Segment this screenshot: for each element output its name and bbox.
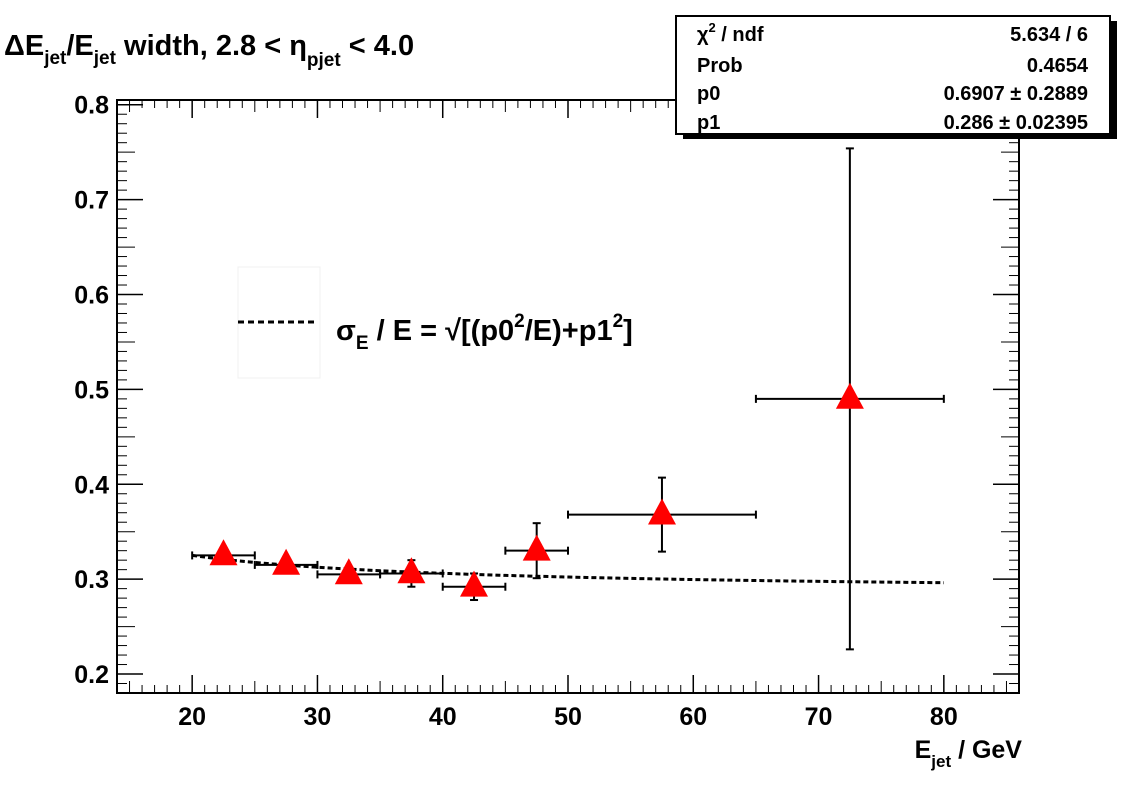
title-pre: ΔE <box>4 30 44 62</box>
x-tick-label: 50 <box>554 703 582 731</box>
stats-label-main: p1 <box>697 112 720 134</box>
title-sub1: jet <box>43 48 67 69</box>
title-tail: < 4.0 <box>341 30 414 62</box>
legend-part1: / E = √[(p0 <box>369 315 515 347</box>
legend-sigma-sub: E <box>356 333 369 354</box>
title-sub2: jet <box>93 48 117 69</box>
y-tick-label: 0.6 <box>74 282 109 310</box>
stats-label-main: p0 <box>697 83 720 105</box>
stats-box-frame <box>675 15 1111 135</box>
stats-row-label: p0 <box>697 83 720 105</box>
stats-label-main: χ <box>697 24 709 46</box>
legend-sigma: σ <box>336 315 356 347</box>
legend-sup2: 2 <box>613 311 624 332</box>
data-point-triangle <box>522 534 551 561</box>
chart-title: ΔEjet/Ejet width, 2.8 < ηpjet < 4.0 <box>4 30 414 71</box>
y-tick-label: 0.4 <box>74 471 109 499</box>
stats-row-value: 0.286 ± 0.02395 <box>944 112 1088 134</box>
fit-curve <box>191 553 944 585</box>
x-tick-label: 20 <box>178 703 206 731</box>
xlabel-rest: / GeV <box>951 736 1022 764</box>
title-mid: /E <box>66 30 93 62</box>
stats-rows: χ2 / ndf 5.634 / 6 Prob 0.4654 p0 0.6907 ± 0.… <box>697 20 1089 134</box>
stats-label-main: Prob <box>697 55 743 77</box>
stats-box: χ2 / ndf 5.634 / 6 Prob 0.4654 p0 0.6907 ± 0.… <box>675 15 1117 139</box>
stats-row-label: p1 <box>697 112 720 134</box>
y-tick-label: 0.7 <box>74 187 109 215</box>
data-point-triangle <box>397 557 426 584</box>
x-tick-label: 60 <box>679 703 707 731</box>
data-point-triangle <box>835 382 864 409</box>
xlabel-main: E <box>915 736 932 764</box>
stats-row-value: 5.634 / 6 <box>1010 24 1088 46</box>
legend: σE / E = √[(p02/E)+p12] <box>237 266 633 379</box>
data-series <box>191 147 945 651</box>
stats-label-sup: 2 <box>709 20 716 35</box>
xlabel-sub: jet <box>930 752 951 771</box>
stats-row-value: 0.4654 <box>1027 55 1089 77</box>
x-tick-label: 40 <box>429 703 457 731</box>
data-point-triangle <box>334 558 363 585</box>
x-axis-label: Ejet / GeV <box>915 736 1023 771</box>
data-point-triangle <box>272 548 301 575</box>
stats-row-label: Prob <box>697 55 743 77</box>
y-tick-label: 0.3 <box>74 566 109 594</box>
plot-frame <box>116 99 1020 694</box>
title-post: width, 2.8 < η <box>116 30 307 62</box>
y-tick-label: 0.8 <box>74 92 109 120</box>
data-point-triangle <box>648 498 676 525</box>
y-tick-label: 0.2 <box>74 661 109 689</box>
x-tick-label: 30 <box>304 703 332 731</box>
stats-row-label: χ2 / ndf <box>697 20 764 46</box>
legend-part3: ] <box>623 315 633 347</box>
stats-row-value: 0.6907 ± 0.2889 <box>944 83 1088 105</box>
legend-sup1: 2 <box>514 311 525 332</box>
x-tick-label: 80 <box>930 703 958 731</box>
x-tick-label: 70 <box>805 703 833 731</box>
data-point-triangle <box>209 539 238 566</box>
stats-label-rest: / ndf <box>716 24 764 46</box>
data-point-triangle <box>460 570 488 597</box>
y-tick-label: 0.5 <box>74 376 109 404</box>
title-sub3: pjet <box>307 50 341 71</box>
legend-part2: /E)+p1 <box>525 315 613 347</box>
legend-label: σE / E = √[(p02/E)+p12] <box>336 311 633 354</box>
axes: 0.2 0.3 0.4 0.5 0.6 0.7 0.8 20 30 40 50 60 70 80 <box>74 92 1019 731</box>
